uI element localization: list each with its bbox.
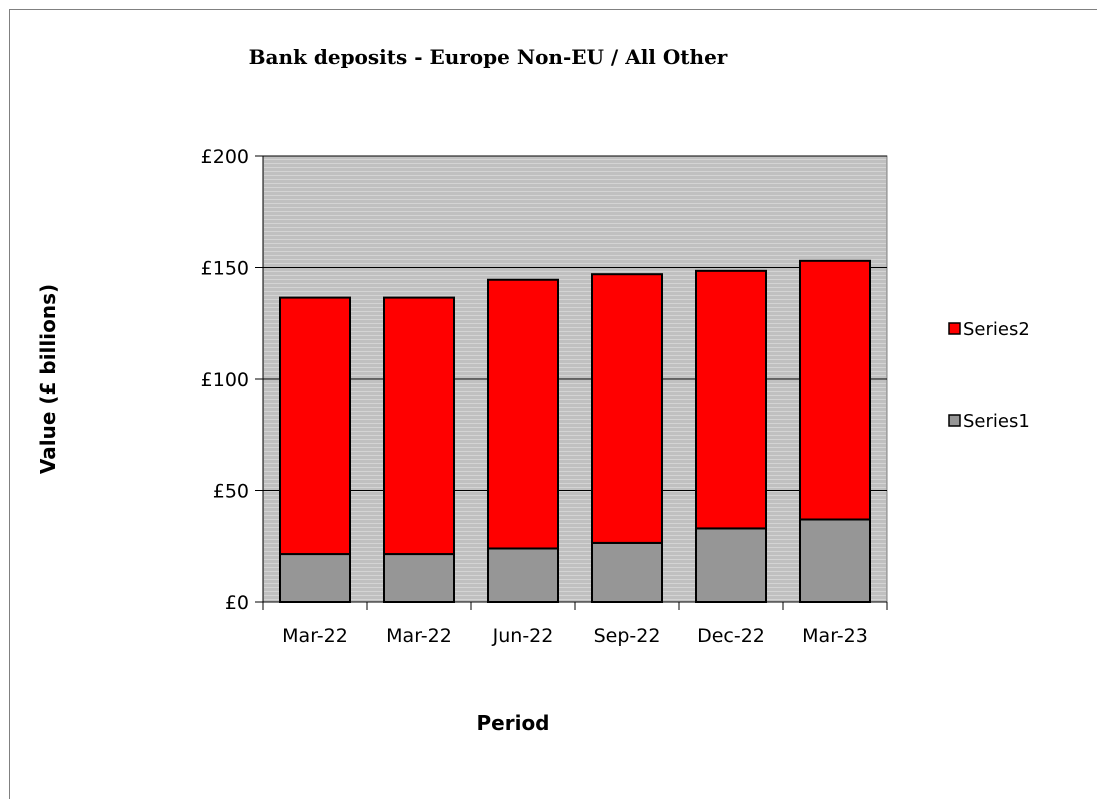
bar-series1-3 <box>487 547 559 603</box>
x-tick-label: Mar-22 <box>386 625 452 647</box>
bar-series1-5 <box>695 527 767 603</box>
legend-swatch-series2 <box>948 322 961 335</box>
bar-series1-4 <box>591 541 663 604</box>
bar-series2-4 <box>591 273 663 544</box>
y-tick-label: £100 <box>201 369 249 391</box>
x-tick-label: Sep-22 <box>594 625 661 647</box>
bar-series2-6 <box>799 259 871 521</box>
y-tick-label: £50 <box>213 481 249 503</box>
x-axis-title: Period <box>477 711 550 735</box>
y-axis-title: Value (£ billions) <box>36 284 60 474</box>
bar-series1-6 <box>799 518 871 603</box>
legend-label-series2: Series2 <box>963 319 1030 340</box>
x-tick-label: Mar-23 <box>802 625 868 647</box>
bar-series2-3 <box>487 278 559 550</box>
bar-series2-2 <box>383 296 455 556</box>
legend-label-series1: Series1 <box>963 411 1030 432</box>
bar-series2-1 <box>279 296 351 556</box>
y-tick-label: £200 <box>201 146 249 168</box>
x-tick-label: Jun-22 <box>492 625 554 647</box>
chart-frame <box>9 9 1097 799</box>
y-tick-label: £150 <box>201 258 249 280</box>
plot-area: £0 £50 £100 £150 £200 Mar-22 Mar-22 Jun-22 Sep-2… <box>201 146 888 647</box>
bar-series1-1 <box>279 553 351 603</box>
y-tick-label: £0 <box>225 592 249 614</box>
legend-swatch-series1 <box>948 414 961 427</box>
x-tick-label: Mar-22 <box>282 625 348 647</box>
bar-series2-5 <box>695 269 767 530</box>
legend: Series2 Series1 <box>948 319 1030 432</box>
chart-title: Bank deposits - Europe Non-EU / All Othe… <box>249 45 728 69</box>
bar-series1-2 <box>383 553 455 603</box>
x-tick-label: Dec-22 <box>697 625 765 647</box>
